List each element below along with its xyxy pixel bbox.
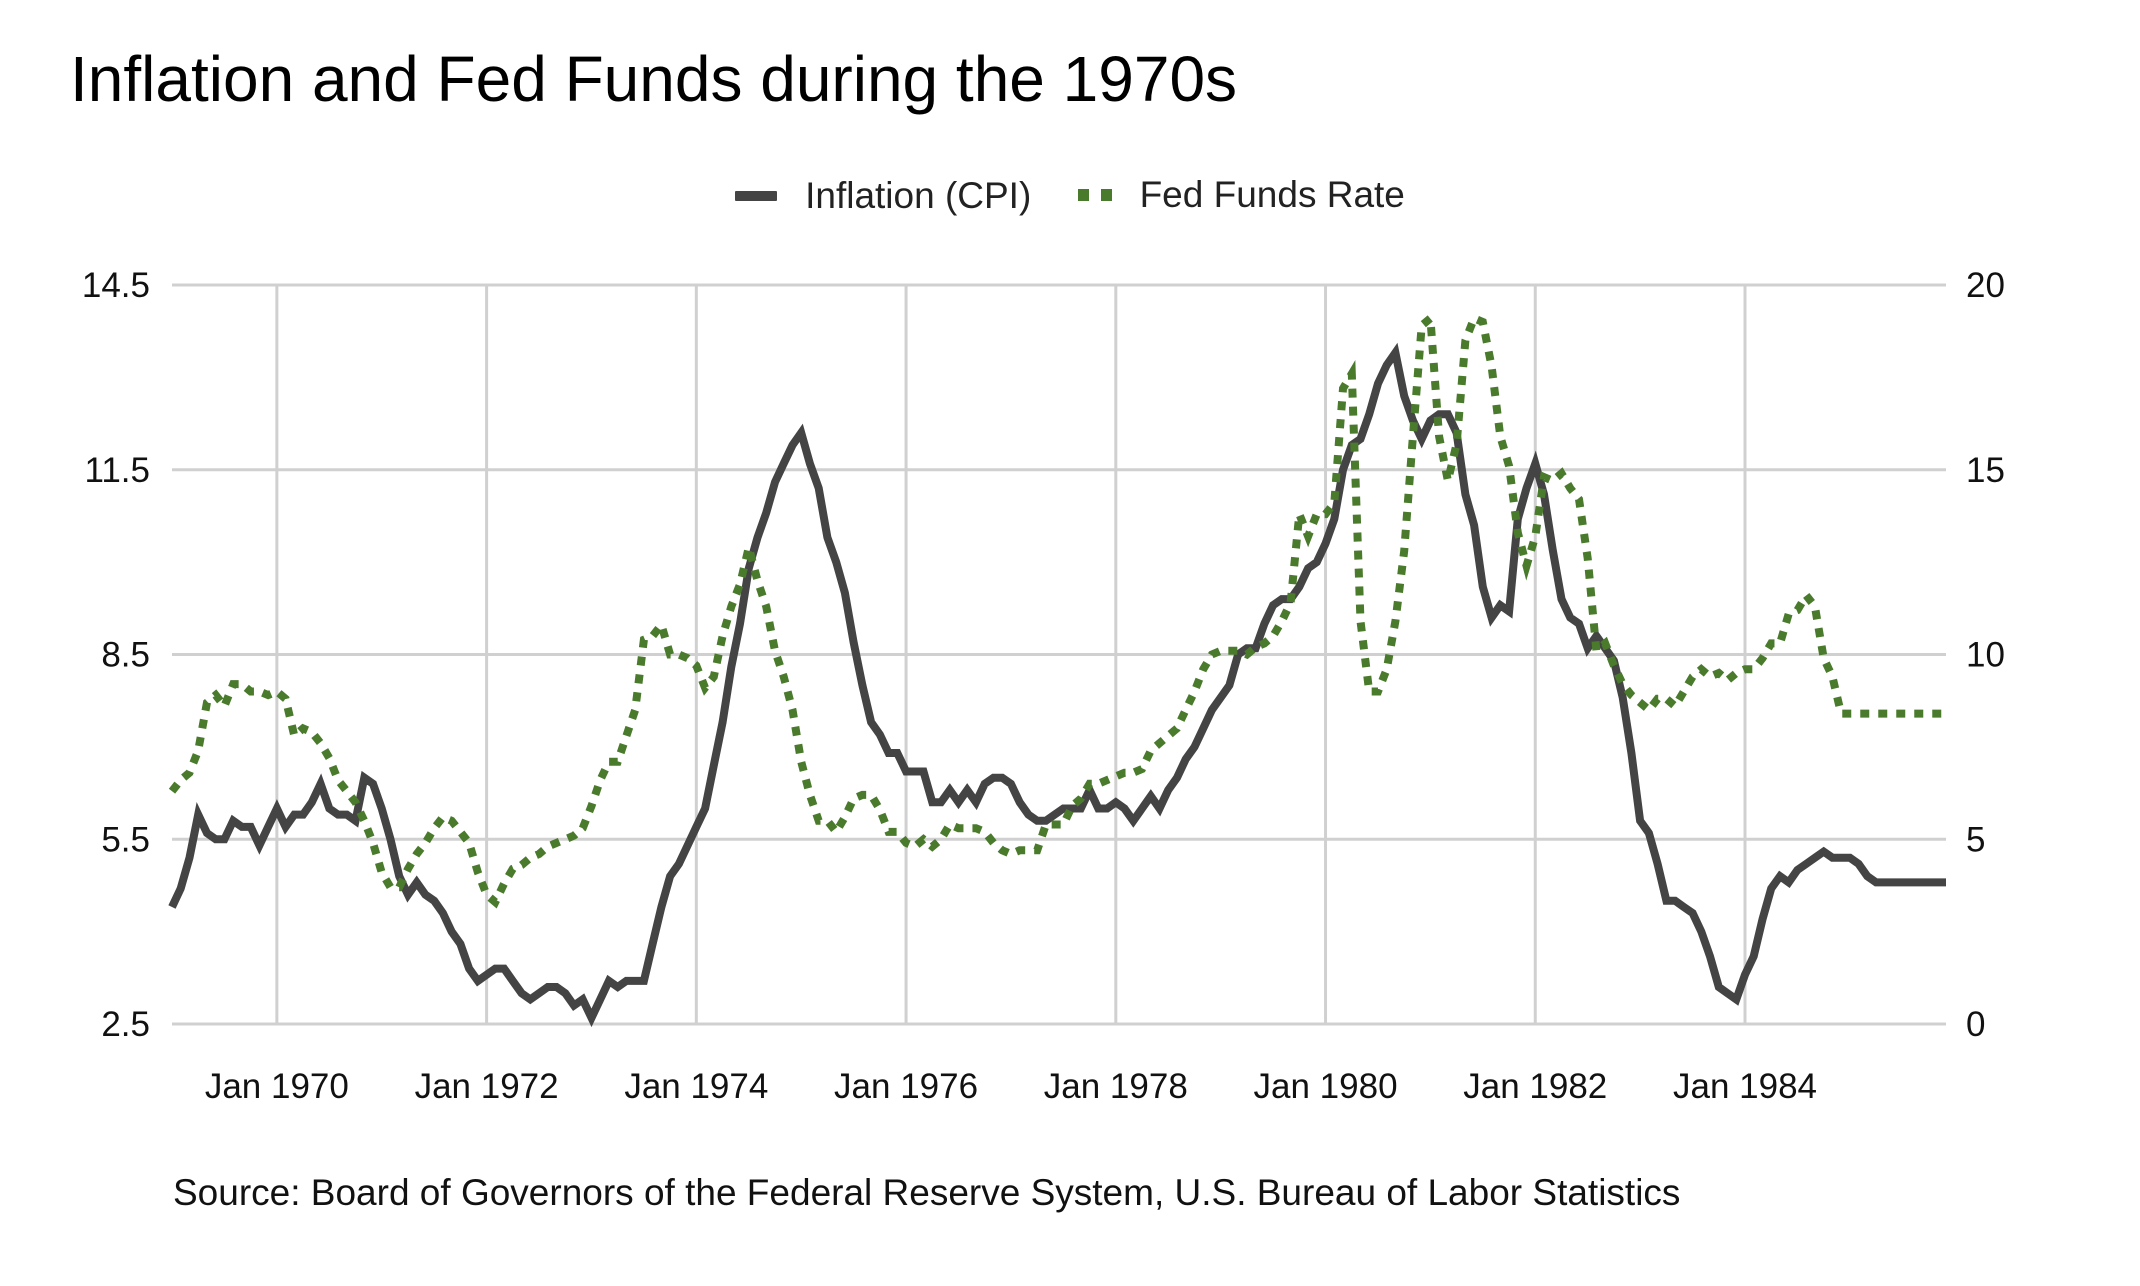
legend-swatch-solid-line	[735, 191, 778, 201]
x-tick-label: Jan 1974	[624, 1067, 768, 1106]
chart-title: Inflation and Fed Funds during the 1970s	[70, 43, 1238, 115]
legend-swatch-dotted-line	[1077, 189, 1112, 201]
x-tick-label: Jan 1970	[205, 1067, 349, 1106]
y-left-tick-label: 11.5	[84, 451, 150, 490]
y-right-tick-label: 0	[1966, 1005, 1985, 1044]
x-tick-label: Jan 1978	[1044, 1067, 1188, 1106]
x-tick-label: Jan 1982	[1463, 1067, 1607, 1106]
y-left-tick-label: 5.5	[101, 820, 150, 859]
y-axis-left: 2.5 5.5 8.5 11.5 14.5	[82, 266, 150, 1044]
legend-label-inflation: Inflation (CPI)	[805, 175, 1032, 216]
series-line-inflation	[168, 342, 1946, 1028]
legend: Inflation (CPI) Fed Funds Rate	[0, 168, 2140, 217]
y-right-tick-label: 20	[1966, 266, 2005, 305]
x-axis: Jan 1970 Jan 1972 Jan 1974 Jan 1976 Jan 1978…	[205, 1067, 1817, 1106]
legend-item-inflation[interactable]: Inflation (CPI)	[735, 175, 1031, 217]
series-line-fed-funds	[168, 310, 1946, 909]
series-layer	[168, 310, 1946, 1028]
y-right-tick-label: 15	[1966, 451, 2005, 490]
x-tick-label: Jan 1976	[834, 1067, 978, 1106]
x-tick-label: Jan 1972	[415, 1067, 559, 1106]
y-left-tick-label: 2.5	[101, 1005, 150, 1044]
y-left-tick-label: 14.5	[82, 266, 150, 305]
x-tick-label: Jan 1984	[1673, 1067, 1817, 1106]
legend-item-fed-funds[interactable]: Fed Funds Rate	[1077, 174, 1405, 216]
y-right-tick-label: 10	[1966, 636, 2005, 675]
x-tick-label: Jan 1980	[1254, 1067, 1398, 1106]
y-axis-right: 0 5 10 15 20	[1966, 266, 2005, 1044]
source-note: Source: Board of Governors of the Federa…	[173, 1172, 1681, 1213]
y-right-tick-label: 5	[1966, 820, 1985, 859]
y-left-tick-label: 8.5	[101, 636, 150, 675]
legend-label-fed-funds: Fed Funds Rate	[1139, 174, 1405, 215]
